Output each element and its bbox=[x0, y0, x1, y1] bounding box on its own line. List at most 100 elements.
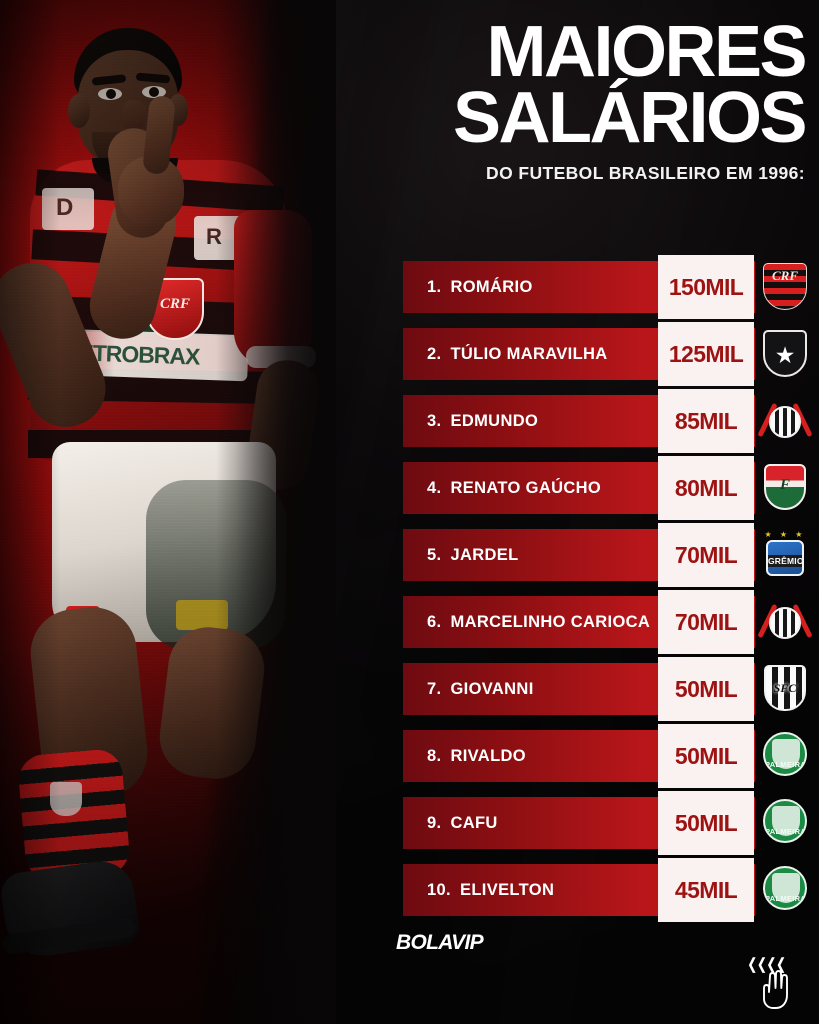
row-club-crest: F bbox=[761, 464, 809, 512]
row-label: 9. CAFU bbox=[427, 797, 498, 849]
gremio-crest: ★ ★ ★ GRÊMIO bbox=[762, 530, 808, 577]
row-club-crest bbox=[757, 598, 813, 646]
row-label: 2. TÚLIO MARAVILHA bbox=[427, 328, 608, 380]
santos-crest: SFC bbox=[764, 665, 806, 711]
row-salary-value: 125MIL bbox=[668, 340, 744, 367]
row-salary-value: 85MIL bbox=[674, 407, 738, 434]
row-player-name: ROMÁRIO bbox=[450, 277, 533, 296]
row-club-crest: PALMEIRAS bbox=[761, 732, 809, 780]
table-row[interactable]: 5. JARDEL 70MIL ★ ★ ★ GRÊMIO bbox=[403, 523, 819, 587]
row-value-box: 50MIL bbox=[658, 657, 754, 721]
row-player-name: CAFU bbox=[450, 813, 498, 832]
row-rank: 3. bbox=[427, 411, 442, 430]
row-label: 8. RIVALDO bbox=[427, 730, 526, 782]
swipe-chevrons-icon: ❬❬❬❬ bbox=[746, 956, 787, 973]
botafogo-star-icon: ★ bbox=[774, 342, 796, 368]
row-rank: 7. bbox=[427, 679, 442, 698]
gremio-name: GRÊMIO bbox=[768, 556, 804, 566]
row-salary-value: 50MIL bbox=[674, 809, 738, 836]
row-salary-value: 80MIL bbox=[674, 474, 738, 501]
fluminense-crest: F bbox=[764, 464, 806, 510]
row-label: 5. JARDEL bbox=[427, 529, 519, 581]
palmeiras-name: PALMEIRAS bbox=[765, 760, 807, 769]
row-label: 3. EDMUNDO bbox=[427, 395, 538, 447]
corinthians-crest bbox=[757, 598, 813, 644]
row-label: 10. ELIVELTON bbox=[427, 864, 554, 916]
row-rank: 6. bbox=[427, 612, 442, 631]
player-photo bbox=[0, 0, 336, 1024]
row-value-box: 50MIL bbox=[658, 724, 754, 788]
row-value-box: 70MIL bbox=[658, 523, 754, 587]
palmeiras-name: PALMEIRAS bbox=[765, 894, 807, 903]
row-salary-value: 45MIL bbox=[674, 876, 738, 903]
row-player-name: MARCELINHO CARIOCA bbox=[450, 612, 651, 631]
row-salary-value: 70MIL bbox=[674, 608, 738, 635]
row-value-box: 80MIL bbox=[658, 456, 754, 520]
row-club-crest: PALMEIRAS bbox=[761, 866, 809, 914]
swipe-left-icon[interactable]: ❬❬❬❬ bbox=[746, 956, 806, 1014]
fluminense-monogram: F bbox=[779, 477, 790, 493]
row-salary-value: 50MIL bbox=[674, 675, 738, 702]
santos-monogram: SFC bbox=[773, 681, 797, 695]
salary-ranking-list: 1. ROMÁRIO 150MIL CRF 2. TÚLIO MARAVILHA 125MI… bbox=[403, 255, 819, 931]
row-rank: 9. bbox=[427, 813, 442, 832]
botafogo-crest: ★ bbox=[763, 330, 807, 377]
row-label: 6. MARCELINHO CARIOCA bbox=[427, 596, 650, 648]
table-row[interactable]: 9. CAFU 50MIL PALMEIRAS bbox=[403, 791, 819, 855]
row-player-name: TÚLIO MARAVILHA bbox=[450, 344, 608, 363]
ball-icon bbox=[769, 607, 801, 639]
palmeiras-shield bbox=[772, 873, 800, 903]
table-row[interactable]: 6. MARCELINHO CARIOCA 70MIL bbox=[403, 590, 819, 654]
palmeiras-crest: PALMEIRAS bbox=[763, 799, 807, 843]
row-salary-value: 150MIL bbox=[668, 273, 744, 300]
table-row[interactable]: 3. EDMUNDO 85MIL bbox=[403, 389, 819, 453]
row-label: 4. RENATO GAÚCHO bbox=[427, 462, 601, 514]
row-player-name: JARDEL bbox=[450, 545, 519, 564]
table-row[interactable]: 10. ELIVELTON 45MIL PALMEIRAS bbox=[403, 858, 819, 922]
corinthians-crest bbox=[757, 397, 813, 443]
row-label: 7. GIOVANNI bbox=[427, 663, 534, 715]
palmeiras-name: PALMEIRAS bbox=[765, 827, 807, 836]
row-rank: 10. bbox=[427, 880, 451, 899]
row-value-box: 70MIL bbox=[658, 590, 754, 654]
row-player-name: ELIVELTON bbox=[460, 880, 555, 899]
row-salary-value: 70MIL bbox=[674, 541, 738, 568]
table-row[interactable]: 2. TÚLIO MARAVILHA 125MIL ★ bbox=[403, 322, 819, 386]
flamengo-crest: CRF bbox=[763, 263, 807, 310]
table-row[interactable]: 8. RIVALDO 50MIL PALMEIRAS bbox=[403, 724, 819, 788]
row-club-crest: CRF bbox=[761, 263, 809, 311]
hand-pointer-icon bbox=[763, 970, 788, 1009]
bolavip-logo: BOLAVIP bbox=[396, 931, 484, 954]
row-club-crest bbox=[757, 397, 813, 445]
table-row[interactable]: 1. ROMÁRIO 150MIL CRF bbox=[403, 255, 819, 319]
row-value-box: 85MIL bbox=[658, 389, 754, 453]
row-club-crest: SFC bbox=[761, 665, 809, 713]
page-title-line-1: MAIORES bbox=[486, 12, 807, 92]
palmeiras-crest: PALMEIRAS bbox=[763, 866, 807, 910]
row-player-name: RIVALDO bbox=[450, 746, 526, 765]
row-club-crest: ★ bbox=[761, 330, 809, 378]
row-rank: 1. bbox=[427, 277, 442, 296]
table-row[interactable]: 7. GIOVANNI 50MIL SFC bbox=[403, 657, 819, 721]
header: MAIORES SALÁRIOS DO FUTEBOL BRASILEIRO E… bbox=[413, 12, 808, 184]
row-player-name: EDMUNDO bbox=[450, 411, 539, 430]
palmeiras-crest: PALMEIRAS bbox=[763, 732, 807, 776]
row-value-box: 125MIL bbox=[658, 322, 754, 386]
row-value-box: 50MIL bbox=[658, 791, 754, 855]
row-player-name: RENATO GAÚCHO bbox=[450, 478, 602, 497]
row-label: 1. ROMÁRIO bbox=[427, 261, 533, 313]
gremio-stars-icon: ★ ★ ★ bbox=[764, 530, 806, 539]
page-title-line-2: SALÁRIOS bbox=[452, 77, 808, 158]
row-value-box: 45MIL bbox=[658, 858, 754, 922]
table-row[interactable]: 4. RENATO GAÚCHO 80MIL F bbox=[403, 456, 819, 520]
row-player-name: GIOVANNI bbox=[450, 679, 534, 698]
ball-icon bbox=[769, 406, 801, 438]
photo-right-fade bbox=[216, 0, 336, 1024]
palmeiras-shield bbox=[772, 806, 800, 836]
page-subtitle: DO FUTEBOL BRASILEIRO EM 1996: bbox=[486, 162, 805, 183]
row-rank: 4. bbox=[427, 478, 442, 497]
palmeiras-shield bbox=[772, 739, 800, 769]
row-rank: 5. bbox=[427, 545, 442, 564]
row-club-crest: PALMEIRAS bbox=[761, 799, 809, 847]
